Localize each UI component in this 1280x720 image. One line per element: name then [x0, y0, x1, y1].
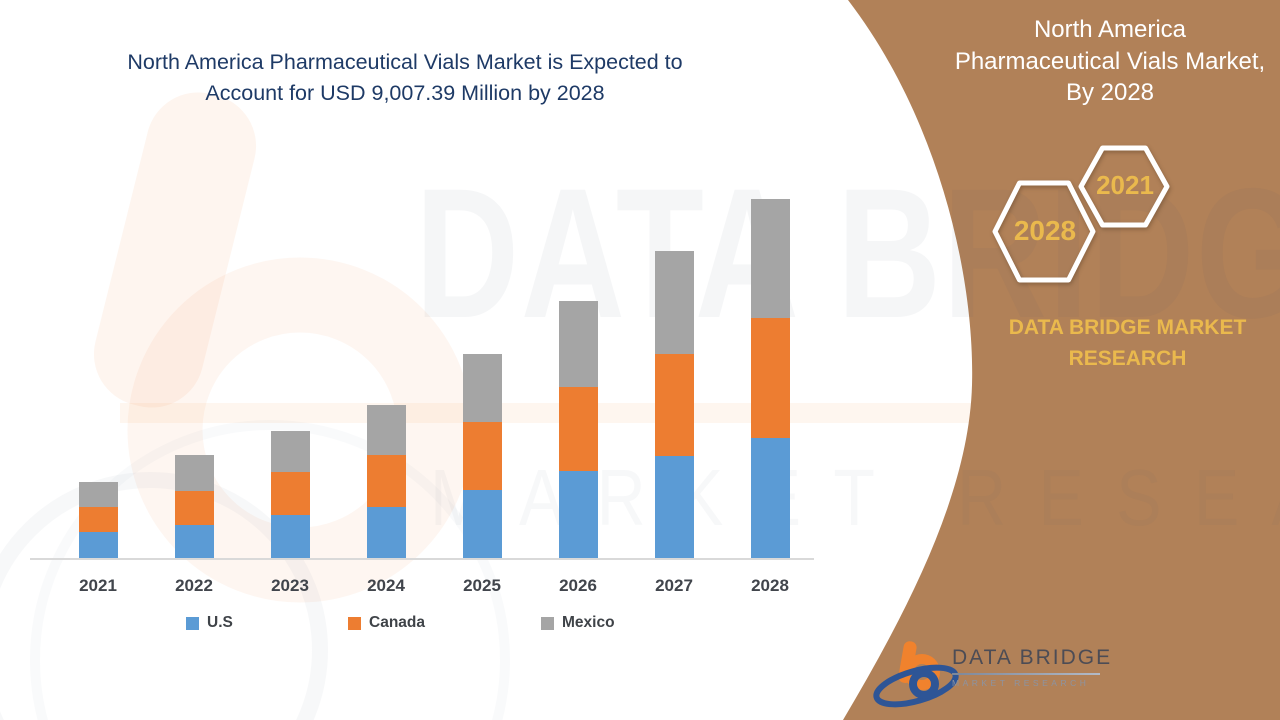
bar-segment-us-2027	[654, 456, 694, 558]
legend-label: U.S	[207, 614, 233, 631]
legend-item-us: U.S	[186, 614, 233, 632]
bar-segment-mexico-2024	[366, 405, 406, 455]
legend-item-mexico: Mexico	[541, 614, 615, 632]
x-axis-label-2023: 2023	[271, 576, 309, 595]
bar-segment-mexico-2027	[654, 251, 694, 354]
logo-text-block: DATA BRIDGE MARKET RESEARCH	[952, 646, 1112, 688]
x-axis-label-2024: 2024	[367, 576, 405, 595]
panel-title-line3: By 2028	[1065, 79, 1155, 106]
watermark-logo-b-stem-icon	[93, 92, 257, 408]
bar-segment-mexico-2025	[462, 354, 502, 422]
x-axis-label-2022: 2022	[175, 576, 213, 595]
bar-segment-canada-2027	[654, 354, 694, 456]
x-axis-label-2027: 2027	[655, 576, 693, 595]
side-panel-shape	[843, 0, 1280, 720]
hexagon-2021-icon	[1078, 145, 1170, 228]
bar-segment-us-2026	[558, 471, 598, 558]
bar-segment-mexico-2021	[78, 482, 118, 507]
legend-label: Canada	[369, 614, 425, 631]
chart-legend: U.S Canada Mexico	[0, 614, 830, 640]
bar-group-2026: 2026	[533, 140, 623, 595]
bar-segment-mexico-2023	[270, 431, 310, 472]
legend-label: Mexico	[562, 614, 615, 631]
legend-item-canada: Canada	[348, 614, 425, 632]
bar-segment-us-2023	[270, 515, 310, 558]
x-axis-label-2026: 2026	[559, 576, 597, 595]
bar-segment-us-2022	[174, 525, 214, 558]
hexagon-2021-label: 2021	[1096, 170, 1154, 200]
bar-group-2022: 2022	[149, 140, 239, 595]
brand-text: DATA BRIDGE MARKET RESEARCH	[1008, 316, 1247, 370]
bar-segment-canada-2026	[558, 387, 598, 471]
logo-d-bowl-icon	[909, 669, 939, 699]
chart-plot-area: 2021 2022 2023 2024 2025 2026 2027 2028	[30, 140, 815, 595]
bar-group-2023: 2023	[245, 140, 335, 595]
chart-title: North America Pharmaceutical Vials Marke…	[60, 47, 750, 109]
bar-segment-canada-2025	[462, 422, 502, 490]
bar-segment-us-2024	[366, 507, 406, 558]
bar-segment-canada-2023	[270, 472, 310, 515]
chart-title-line1: North America Pharmaceutical Vials Marke…	[127, 50, 683, 74]
x-axis-label-2025: 2025	[463, 576, 501, 595]
bar-segment-us-2028	[750, 438, 790, 558]
bar-segment-canada-2021	[78, 507, 118, 532]
x-axis-label-2028: 2028	[751, 576, 789, 595]
legend-swatch-icon	[348, 616, 361, 630]
panel-title: North America Pharmaceutical Vials Marke…	[950, 14, 1270, 109]
panel-title-line2: Pharmaceutical Vials Market,	[954, 47, 1266, 75]
logo-divider	[952, 673, 1100, 675]
chart-title-line2: Account for USD 9,007.39 Million by 2028	[205, 81, 605, 105]
panel-title-line1: North America	[1033, 16, 1187, 43]
bar-segment-us-2021	[78, 532, 118, 558]
bar-segment-mexico-2028	[750, 199, 790, 318]
bar-segment-mexico-2026	[558, 301, 598, 387]
hexagon-2028-label: 2028	[1013, 215, 1077, 246]
bar-group-2021: 2021	[53, 140, 143, 595]
bar-segment-canada-2022	[174, 491, 214, 525]
bar-group-2028: 2028	[725, 140, 815, 595]
x-axis-label-2021: 2021	[79, 576, 117, 595]
logo-wordmark: DATA BRIDGE	[952, 646, 1113, 669]
bar-segment-canada-2024	[366, 455, 406, 507]
legend-swatch-icon	[541, 616, 554, 630]
legend-swatch-icon	[186, 616, 199, 630]
bar-segment-canada-2028	[750, 318, 790, 438]
logo-subtext: MARKET RESEARCH	[952, 678, 1090, 688]
watermark-swoosh-icon	[0, 472, 328, 720]
bar-group-2025: 2025	[437, 140, 527, 595]
bar-segment-mexico-2022	[174, 455, 214, 491]
watermark-logo-b-bowl-icon	[127, 257, 473, 603]
hexagon-2028-icon	[992, 180, 1096, 283]
bar-segment-us-2025	[462, 490, 502, 558]
bar-group-2024: 2024	[341, 140, 431, 595]
watermark-swoosh-outer-icon	[30, 420, 510, 720]
bar-group-2027: 2027	[629, 140, 719, 595]
